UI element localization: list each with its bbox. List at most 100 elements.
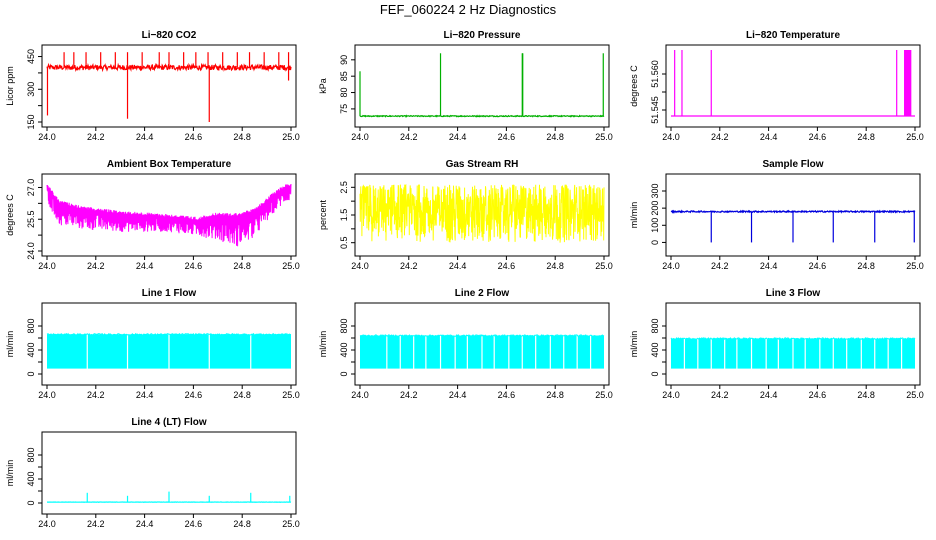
panel-title: Gas Stream RH <box>446 159 519 170</box>
y-tick-label: 200 <box>650 201 660 216</box>
panel-sample_flow: Sample Flow ml/min 24.0 24.2 24.4 24.6 24.8 25.… <box>629 159 924 271</box>
x-tick-label: 24.6 <box>185 519 203 529</box>
x-tick-label: 24.2 <box>87 390 105 400</box>
y-tick-label: 1.5 <box>339 209 349 222</box>
baseline-trace <box>359 114 605 118</box>
x-tick-label: 24.6 <box>498 390 516 400</box>
y-tick-label: 51.545 <box>650 96 660 124</box>
x-tick-label: 24.8 <box>857 261 875 271</box>
x-tick-label: 24.6 <box>498 132 516 142</box>
plot-frame <box>354 44 610 128</box>
x-tick-label: 24.6 <box>185 132 203 142</box>
y-axis-label: percent <box>318 199 328 230</box>
y-tick-label: 0 <box>339 371 349 376</box>
x-tick-label: 25.0 <box>282 519 300 529</box>
y-tick-label: 100 <box>650 218 660 233</box>
plot-frame <box>41 431 297 515</box>
x-tick-label: 24.8 <box>546 132 564 142</box>
x-tick-label: 24.6 <box>809 261 827 271</box>
y-axis-label: Licor ppm <box>5 66 15 106</box>
x-tick-label: 24.2 <box>711 261 729 271</box>
x-tick-label: 24.8 <box>546 261 564 271</box>
plot-frame <box>665 302 921 386</box>
x-tick-label: 24.0 <box>38 390 56 400</box>
panel-line2: Line 2 Flow ml/min 24.0 24.2 24.4 24.6 24.8 25.… <box>318 288 613 400</box>
x-tick-label: 24.0 <box>38 132 56 142</box>
panel-line4: Line 4 (LT) Flow ml/min 24.0 24.2 24.4 24.6 24… <box>5 417 300 529</box>
y-tick-label: 0 <box>650 371 660 376</box>
y-axis-label: ml/min <box>5 460 15 487</box>
panel-pressure: Li−820 Pressure kPa 24.0 24.2 24.4 24.6 24.8 25… <box>318 30 613 142</box>
x-tick-label: 24.4 <box>136 519 154 529</box>
data-series-ambient <box>46 183 292 247</box>
plot-frame <box>665 44 921 128</box>
y-tick-label: 0 <box>26 500 36 505</box>
panel-temperature: Li−820 Temperature degrees C 24.0 24.2 24.4 2… <box>629 30 924 142</box>
data-series-line2 <box>359 333 605 370</box>
x-tick-label: 24.6 <box>809 132 827 142</box>
x-tick-label: 24.4 <box>136 261 154 271</box>
x-tick-label: 25.0 <box>906 132 924 142</box>
y-tick-label: 27.0 <box>26 179 36 197</box>
x-tick-label: 24.2 <box>711 132 729 142</box>
y-tick-label: 800 <box>26 318 36 333</box>
y-axis-label: degrees C <box>5 194 15 236</box>
y-tick-label: 400 <box>650 342 660 357</box>
y-tick-label: 80 <box>339 88 349 98</box>
y-tick-label: 400 <box>26 471 36 486</box>
y-tick-label: 85 <box>339 71 349 81</box>
plot-frame <box>41 44 297 128</box>
x-tick-label: 24.0 <box>351 390 369 400</box>
x-tick-label: 25.0 <box>595 390 613 400</box>
x-tick-label: 24.6 <box>809 390 827 400</box>
flow-top-edge <box>46 332 292 337</box>
panel-title: Li−820 Pressure <box>444 30 521 41</box>
y-tick-label: 24.0 <box>26 242 36 260</box>
panel-title: Li−820 Temperature <box>746 30 840 41</box>
y-axis-label: kPa <box>318 78 328 94</box>
plot-frame <box>354 302 610 386</box>
panel-rh: Gas Stream RH percent 24.0 24.2 24.4 24.6 24.8… <box>318 159 613 271</box>
x-tick-label: 25.0 <box>595 261 613 271</box>
x-tick-label: 24.2 <box>400 390 418 400</box>
x-tick-label: 24.2 <box>400 261 418 271</box>
panel-title: Line 1 Flow <box>142 288 197 299</box>
x-tick-label: 24.8 <box>546 390 564 400</box>
x-tick-label: 24.8 <box>233 390 251 400</box>
y-tick-label: 450 <box>26 49 36 64</box>
rh-trace <box>359 183 605 243</box>
y-tick-label: 2.5 <box>339 181 349 194</box>
data-series-temperature <box>671 50 915 117</box>
panel-title: Line 3 Flow <box>766 288 821 299</box>
x-tick-label: 24.8 <box>233 132 251 142</box>
ambient-temperature-trace <box>46 183 292 247</box>
data-series-rh <box>359 183 605 243</box>
y-tick-label: 300 <box>650 183 660 198</box>
x-tick-label: 25.0 <box>282 261 300 271</box>
x-tick-label: 25.0 <box>906 261 924 271</box>
data-series-line4 <box>47 491 292 503</box>
y-axis-label: ml/min <box>5 331 15 358</box>
x-tick-label: 24.0 <box>662 390 680 400</box>
data-series-pressure <box>359 53 605 118</box>
y-tick-label: 75 <box>339 104 349 114</box>
x-tick-label: 24.0 <box>38 519 56 529</box>
y-axis-label: ml/min <box>629 202 639 229</box>
x-tick-label: 25.0 <box>595 132 613 142</box>
plot-frame <box>41 302 297 386</box>
y-axis-label: ml/min <box>318 331 328 358</box>
panel-title: Sample Flow <box>762 159 823 170</box>
panel-title: Line 4 (LT) Flow <box>131 417 207 428</box>
x-tick-label: 24.0 <box>38 261 56 271</box>
x-tick-label: 24.6 <box>185 261 203 271</box>
flow-top-edge <box>670 336 916 341</box>
x-tick-label: 24.8 <box>233 261 251 271</box>
x-tick-label: 24.0 <box>351 132 369 142</box>
x-tick-label: 24.8 <box>857 132 875 142</box>
panel-title: Ambient Box Temperature <box>107 159 232 170</box>
y-axis-label: degrees C <box>629 65 639 107</box>
panel-line3: Line 3 Flow ml/min 24.0 24.2 24.4 24.6 24.8 25.… <box>629 288 924 400</box>
plot-frame <box>41 173 297 257</box>
y-tick-label: 51.560 <box>650 60 660 88</box>
y-tick-label: 90 <box>339 55 349 65</box>
